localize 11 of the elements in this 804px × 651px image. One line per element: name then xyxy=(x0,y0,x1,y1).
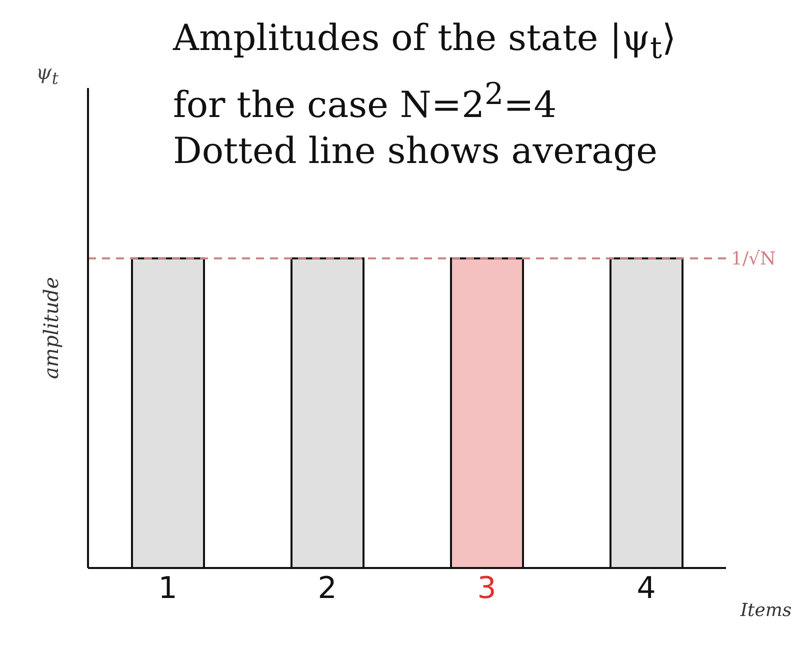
axis-symbol: ψ$_{t}$ xyxy=(36,60,58,88)
text: Dotted line shows average xyxy=(173,130,658,174)
x-tick-label: 4 xyxy=(636,571,656,606)
chart-title: Amplitudes of the state |ψ$_{t}$⟩ xyxy=(173,17,676,68)
ref-line-label: 1/√N xyxy=(731,248,776,270)
x-tick-label: 1 xyxy=(158,571,178,606)
x-tick-label: 3 xyxy=(477,571,496,606)
chart-subtitle: for the case N=2$^{2}$=4 xyxy=(173,76,558,128)
y-axis-title: amplitude xyxy=(39,276,63,380)
x-axis-title: Items xyxy=(739,600,792,621)
x-tick-label: 2 xyxy=(318,571,337,606)
